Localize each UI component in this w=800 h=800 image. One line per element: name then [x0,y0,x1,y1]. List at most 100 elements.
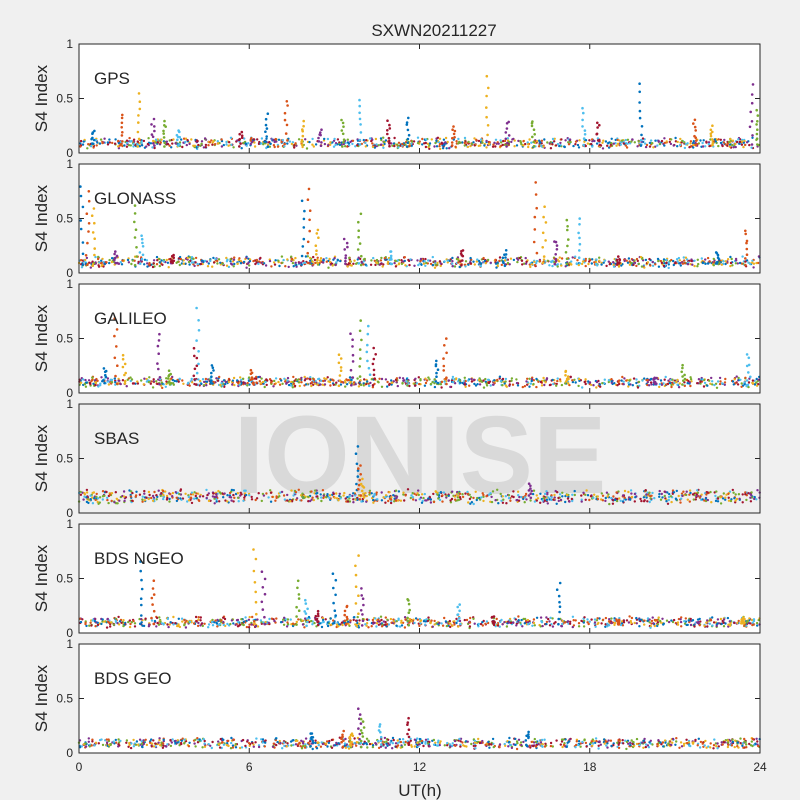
data-point [726,144,729,147]
data-point [414,377,417,380]
data-point [320,625,324,629]
data-point [725,493,728,496]
data-point [301,134,305,138]
data-point [253,141,256,144]
data-point [229,262,233,265]
data-point [369,263,373,266]
data-point [137,114,140,117]
data-point [694,498,697,501]
data-point [472,496,475,500]
data-point [689,142,692,145]
data-point [751,623,754,627]
data-point [204,143,208,147]
data-point [689,491,692,495]
data-point [264,380,267,384]
data-point [368,489,372,492]
data-point [407,259,411,263]
data-point [322,494,325,497]
data-point [325,496,328,499]
data-point [468,493,471,496]
data-point [712,264,715,267]
data-point [140,257,144,261]
data-point [672,144,675,147]
data-point [93,129,96,133]
data-point [287,265,290,269]
data-point [85,496,88,499]
data-point [161,489,165,493]
data-point [604,616,608,620]
data-point [165,494,169,498]
data-point [293,146,296,149]
data-point [243,137,246,140]
data-point [653,380,657,384]
data-point [689,376,692,379]
data-point [377,623,381,626]
data-point [143,489,146,493]
data-point [596,139,600,142]
data-point [593,618,597,621]
data-point [751,379,755,382]
data-point [480,496,483,499]
data-point [399,144,402,147]
data-point [453,495,457,498]
data-point [358,498,362,501]
data-point [319,259,322,262]
data-point [252,259,255,263]
data-point [207,499,211,503]
data-point [193,144,197,147]
data-point [507,496,511,500]
data-point [601,382,604,385]
data-point [307,500,310,503]
data-point [92,491,96,494]
data-point [323,137,326,141]
data-point [423,492,426,496]
data-point [600,263,603,266]
data-point [260,137,264,140]
data-point [358,375,362,378]
data-point [423,260,426,263]
data-point [197,616,200,619]
data-point [755,621,759,625]
data-point [312,145,315,148]
data-point [100,376,103,379]
data-point [580,500,583,503]
data-point [152,262,155,265]
data-point [468,384,471,387]
data-point [238,145,241,148]
data-point [365,350,369,354]
data-point [162,136,166,139]
data-point [291,261,295,265]
data-point [657,616,660,619]
data-point [621,375,624,379]
data-point [469,502,472,505]
data-point [419,378,422,381]
data-point [233,383,236,387]
data-point [563,621,567,624]
data-point [206,265,210,268]
data-point [397,146,400,149]
data-point [459,260,462,263]
data-point [222,623,225,627]
data-point [216,262,219,265]
data-point [266,112,270,115]
data-point [681,383,684,386]
data-point [604,140,608,143]
data-point [93,237,96,240]
data-point [727,625,730,628]
data-point [459,252,463,255]
data-point [501,260,505,263]
data-point [408,621,411,624]
data-point [330,623,333,626]
data-point [354,145,357,148]
data-point [711,624,714,627]
data-point [561,619,564,623]
data-point [265,135,269,138]
data-point [543,499,547,502]
data-point [85,488,89,492]
data-point [177,257,181,260]
data-point [178,492,181,496]
data-point [607,624,611,627]
data-point [679,264,682,267]
data-point [564,251,568,254]
